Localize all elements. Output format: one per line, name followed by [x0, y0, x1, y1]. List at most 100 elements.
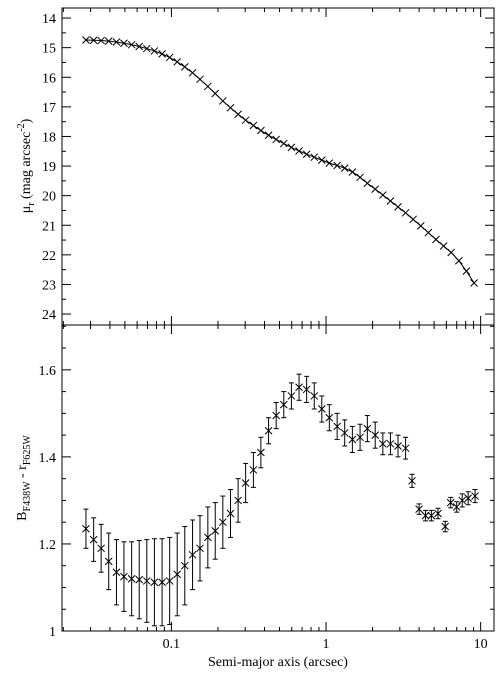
marker: [234, 496, 242, 505]
marker: [180, 63, 189, 71]
marker: [421, 511, 430, 520]
marker: [401, 444, 410, 453]
marker: [82, 524, 90, 533]
marker: [447, 248, 456, 257]
marker: [446, 498, 455, 507]
marker: [142, 44, 151, 53]
marker: [196, 544, 204, 553]
y-tick-label: 1.4: [39, 451, 57, 466]
marker: [272, 411, 281, 420]
marker: [325, 159, 334, 167]
marker: [287, 143, 296, 152]
marker: [173, 58, 182, 66]
marker: [356, 173, 364, 182]
y-tick-label: 15: [42, 42, 56, 57]
marker: [196, 75, 204, 84]
marker: [458, 496, 467, 505]
y-tick-label: 17: [42, 101, 56, 116]
marker: [434, 509, 442, 518]
marker: [371, 185, 380, 193]
y-tick-label: 23: [42, 278, 56, 293]
marker: [112, 38, 121, 46]
marker: [340, 429, 349, 437]
marker: [120, 39, 128, 48]
marker: [295, 383, 303, 392]
marker: [394, 203, 402, 211]
marker: [424, 228, 433, 237]
marker: [211, 527, 220, 535]
marker: [279, 400, 288, 409]
y-tick-label: 20: [42, 190, 56, 205]
marker: [234, 110, 242, 119]
top-y-label: μr (mag arcsec-2): [16, 118, 37, 213]
y-tick-label: 14: [42, 12, 56, 27]
marker: [295, 147, 303, 155]
marker: [333, 161, 342, 170]
marker: [470, 279, 478, 287]
marker: [310, 153, 319, 162]
marker: [226, 509, 235, 518]
marker: [218, 97, 227, 105]
marker: [241, 116, 250, 125]
marker: [363, 179, 372, 188]
marker: [394, 442, 402, 450]
marker: [150, 578, 159, 587]
marker: [464, 494, 472, 503]
marker: [104, 37, 113, 46]
marker: [82, 36, 90, 44]
marker: [180, 561, 189, 570]
y-tick-label: 18: [42, 130, 56, 145]
marker: [279, 139, 288, 148]
marker: [89, 535, 98, 544]
marker: [363, 424, 372, 433]
marker: [249, 121, 258, 130]
marker: [371, 431, 380, 439]
marker: [112, 568, 121, 577]
marker: [203, 533, 212, 542]
y-tick-label: 24: [42, 308, 56, 323]
x-tick-label: 10: [474, 637, 488, 652]
marker: [416, 221, 425, 230]
y-tick-label: 1.6: [39, 364, 57, 379]
marker: [218, 518, 227, 527]
marker: [302, 385, 311, 394]
marker: [348, 168, 357, 176]
marker: [317, 156, 326, 164]
marker: [409, 215, 418, 224]
profile-line: [85, 39, 475, 284]
bottom-frame: [61, 324, 495, 632]
marker: [333, 422, 342, 431]
marker: [287, 392, 296, 400]
marker: [386, 197, 395, 205]
x-axis-label: Semi-major axis (arcsec): [208, 655, 348, 670]
marker: [471, 492, 479, 500]
marker: [272, 135, 281, 144]
marker: [302, 150, 311, 159]
marker: [415, 505, 423, 513]
marker: [264, 426, 273, 435]
marker: [188, 68, 197, 77]
y-tick-label: 21: [42, 219, 56, 234]
y-tick-label: 16: [42, 71, 56, 86]
marker: [158, 578, 166, 587]
y-tick-label: 1.2: [39, 538, 57, 553]
marker: [150, 47, 159, 55]
marker: [264, 131, 273, 140]
x-tick-label: 1: [323, 637, 330, 652]
bottom-y-label: BF438W - rF625W: [15, 435, 33, 521]
marker: [120, 572, 128, 581]
marker: [211, 89, 220, 98]
marker: [241, 479, 250, 487]
marker: [439, 242, 448, 250]
marker: [127, 574, 136, 583]
marker: [173, 570, 182, 579]
marker: [452, 503, 461, 511]
marker: [203, 82, 212, 91]
marker: [127, 40, 136, 49]
marker: [340, 164, 349, 172]
marker: [257, 448, 265, 457]
marker: [441, 522, 450, 531]
marker: [249, 466, 258, 474]
marker: [317, 405, 326, 413]
marker: [142, 577, 151, 585]
